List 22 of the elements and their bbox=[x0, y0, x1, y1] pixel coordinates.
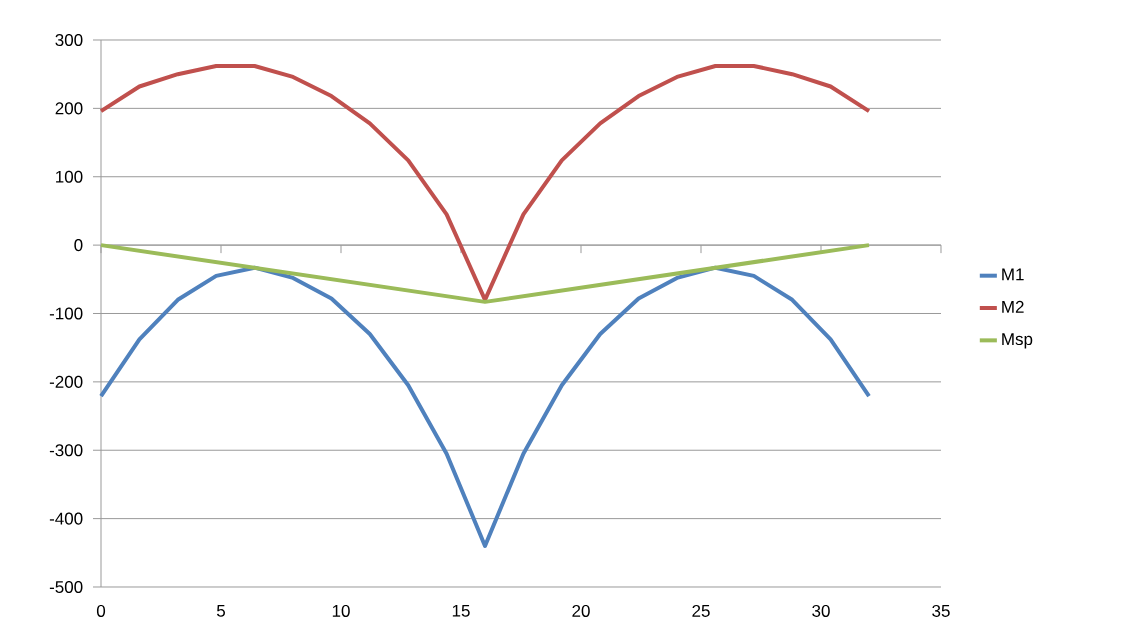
y-tick-label: 200 bbox=[55, 102, 83, 115]
line-series bbox=[99, 63, 871, 302]
y-tick-label: -100 bbox=[49, 307, 83, 320]
x-tick-label: 15 bbox=[452, 604, 470, 617]
legend-label: M1 bbox=[1002, 268, 1024, 281]
x-tick-label: 25 bbox=[692, 604, 710, 617]
x-tick-label: 10 bbox=[332, 604, 350, 617]
line-series bbox=[99, 265, 871, 548]
y-tick-label: -200 bbox=[49, 375, 83, 388]
legend-label: Msp bbox=[1002, 333, 1033, 349]
y-tick-label: -500 bbox=[49, 580, 83, 594]
y-tick-label: 100 bbox=[56, 170, 83, 183]
x-tick-label: 0 bbox=[96, 604, 106, 617]
x-tick-label: 30 bbox=[812, 604, 830, 617]
x-tick-label: 20 bbox=[572, 604, 590, 617]
y-tick-label: -300 bbox=[49, 444, 83, 457]
x-tick-label: 35 bbox=[932, 604, 950, 617]
x-tick-label: 5 bbox=[216, 604, 226, 617]
y-tick-label: 0 bbox=[74, 239, 83, 252]
y-tick-label: 300 bbox=[55, 33, 83, 47]
legend-label: M2 bbox=[1002, 300, 1024, 313]
y-tick-label: -400 bbox=[49, 512, 83, 525]
